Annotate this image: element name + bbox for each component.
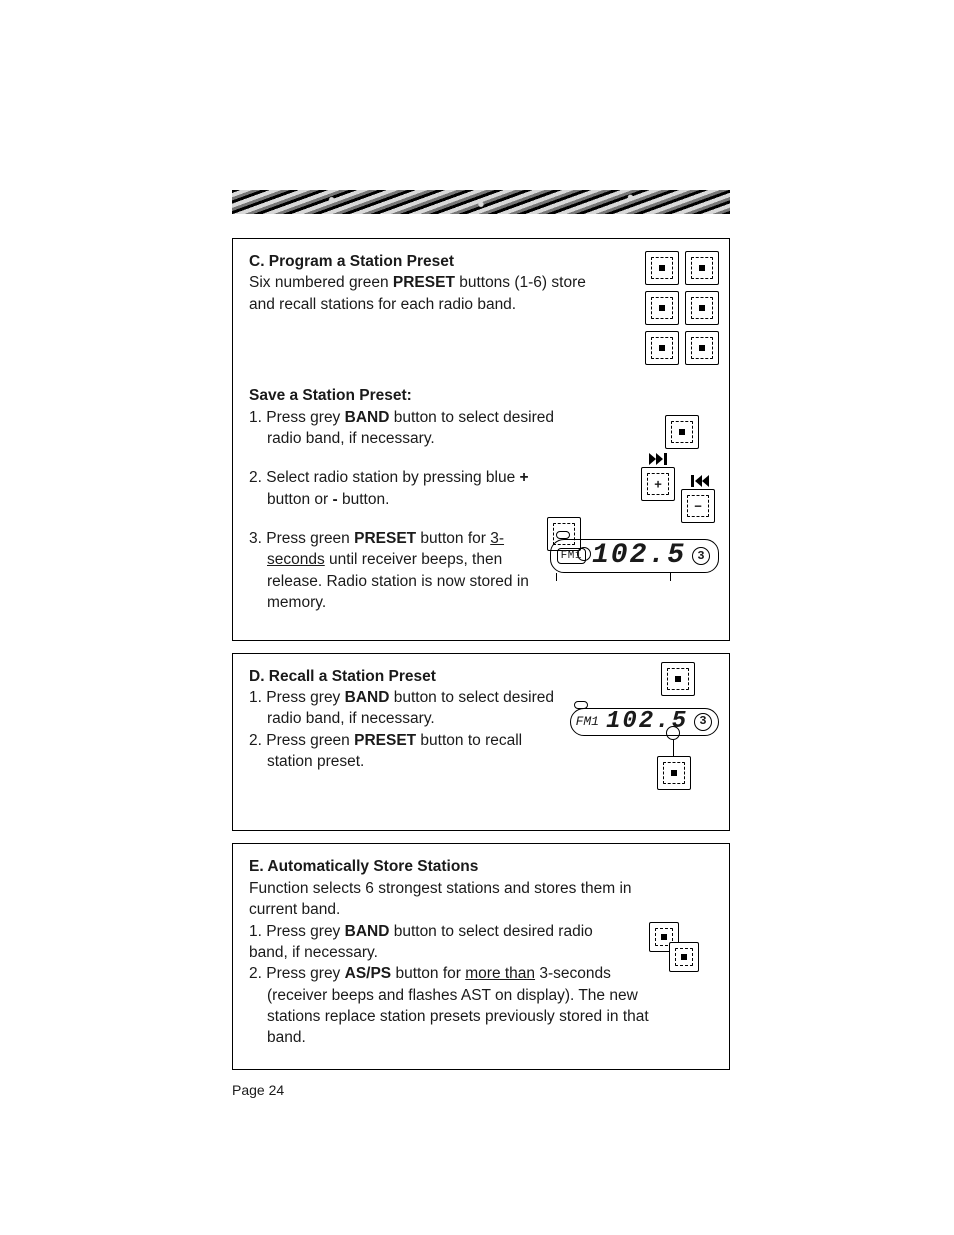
page-content: C. Program a Station Preset Six numbered… (232, 238, 730, 1098)
section-d-step2: 2. Press green PRESET button to recall s… (267, 730, 567, 773)
preset-button-icon (685, 251, 719, 285)
section-d-heading: D. Recall a Station Preset (249, 666, 713, 687)
preset-single-d (657, 756, 691, 796)
section-c-step3: 3. Press green PRESET button for 3-secon… (267, 528, 537, 614)
lcd-freq-c: 102.5 (592, 542, 686, 570)
band-button-icon (665, 415, 699, 449)
lcd-band-c: FM1 (557, 548, 586, 564)
section-d-step1: 1. Press grey BAND button to select desi… (267, 687, 567, 730)
lcd-preset-d: 3 (694, 713, 712, 731)
decorative-header-bar (232, 190, 730, 214)
section-c-heading: C. Program a Station Preset (249, 251, 713, 272)
section-e-intro: Function selects 6 strongest stations an… (249, 878, 669, 921)
band-button-diagram-d (661, 662, 695, 702)
section-c-step2: 2. Select radio station by pressing blue… (267, 467, 547, 510)
section-c-intro: Six numbered green PRESET buttons (1-6) … (249, 272, 589, 315)
prev-track-icon (689, 475, 709, 487)
preset-button-icon (645, 331, 679, 365)
lcd-preset-c: 3 (692, 547, 710, 565)
next-track-icon (649, 453, 669, 465)
section-d: D. Recall a Station Preset 1. Press grey… (232, 653, 730, 832)
lcd-display-c: FM1 102.5 3 (550, 539, 719, 573)
section-c-step1: 1. Press grey BAND button to select desi… (267, 407, 587, 450)
page-number: Page 24 (232, 1082, 730, 1098)
band-button-diagram-c1 (665, 415, 699, 455)
asps-button-icon (669, 942, 699, 972)
tune-buttons-diagram: + − (633, 459, 723, 519)
preset-button-icon (685, 291, 719, 325)
section-e-step1: 1. Press grey BAND button to select desi… (249, 921, 629, 964)
asps-buttons-diagram (649, 922, 705, 978)
band-button-icon (661, 662, 695, 696)
page: C. Program a Station Preset Six numbered… (0, 0, 954, 1158)
preset-button-icon (645, 291, 679, 325)
preset-button-icon (645, 251, 679, 285)
section-e: E. Automatically Store Stations Function… (232, 843, 730, 1069)
preset-button-icon (657, 756, 691, 790)
lcd-band-d: FM1 (575, 713, 600, 731)
preset-button-icon (685, 331, 719, 365)
section-e-heading: E. Automatically Store Stations (249, 856, 713, 877)
lcd-display-d: FM1 102.5 3 (570, 708, 719, 736)
section-c: C. Program a Station Preset Six numbered… (232, 238, 730, 641)
plus-button-icon: + (641, 467, 675, 501)
minus-button-icon: − (681, 489, 715, 523)
preset-button-grid (645, 251, 719, 365)
section-e-step2: 2. Press grey AS/PS button for more than… (267, 963, 657, 1049)
save-subheading: Save a Station Preset: (249, 385, 713, 406)
